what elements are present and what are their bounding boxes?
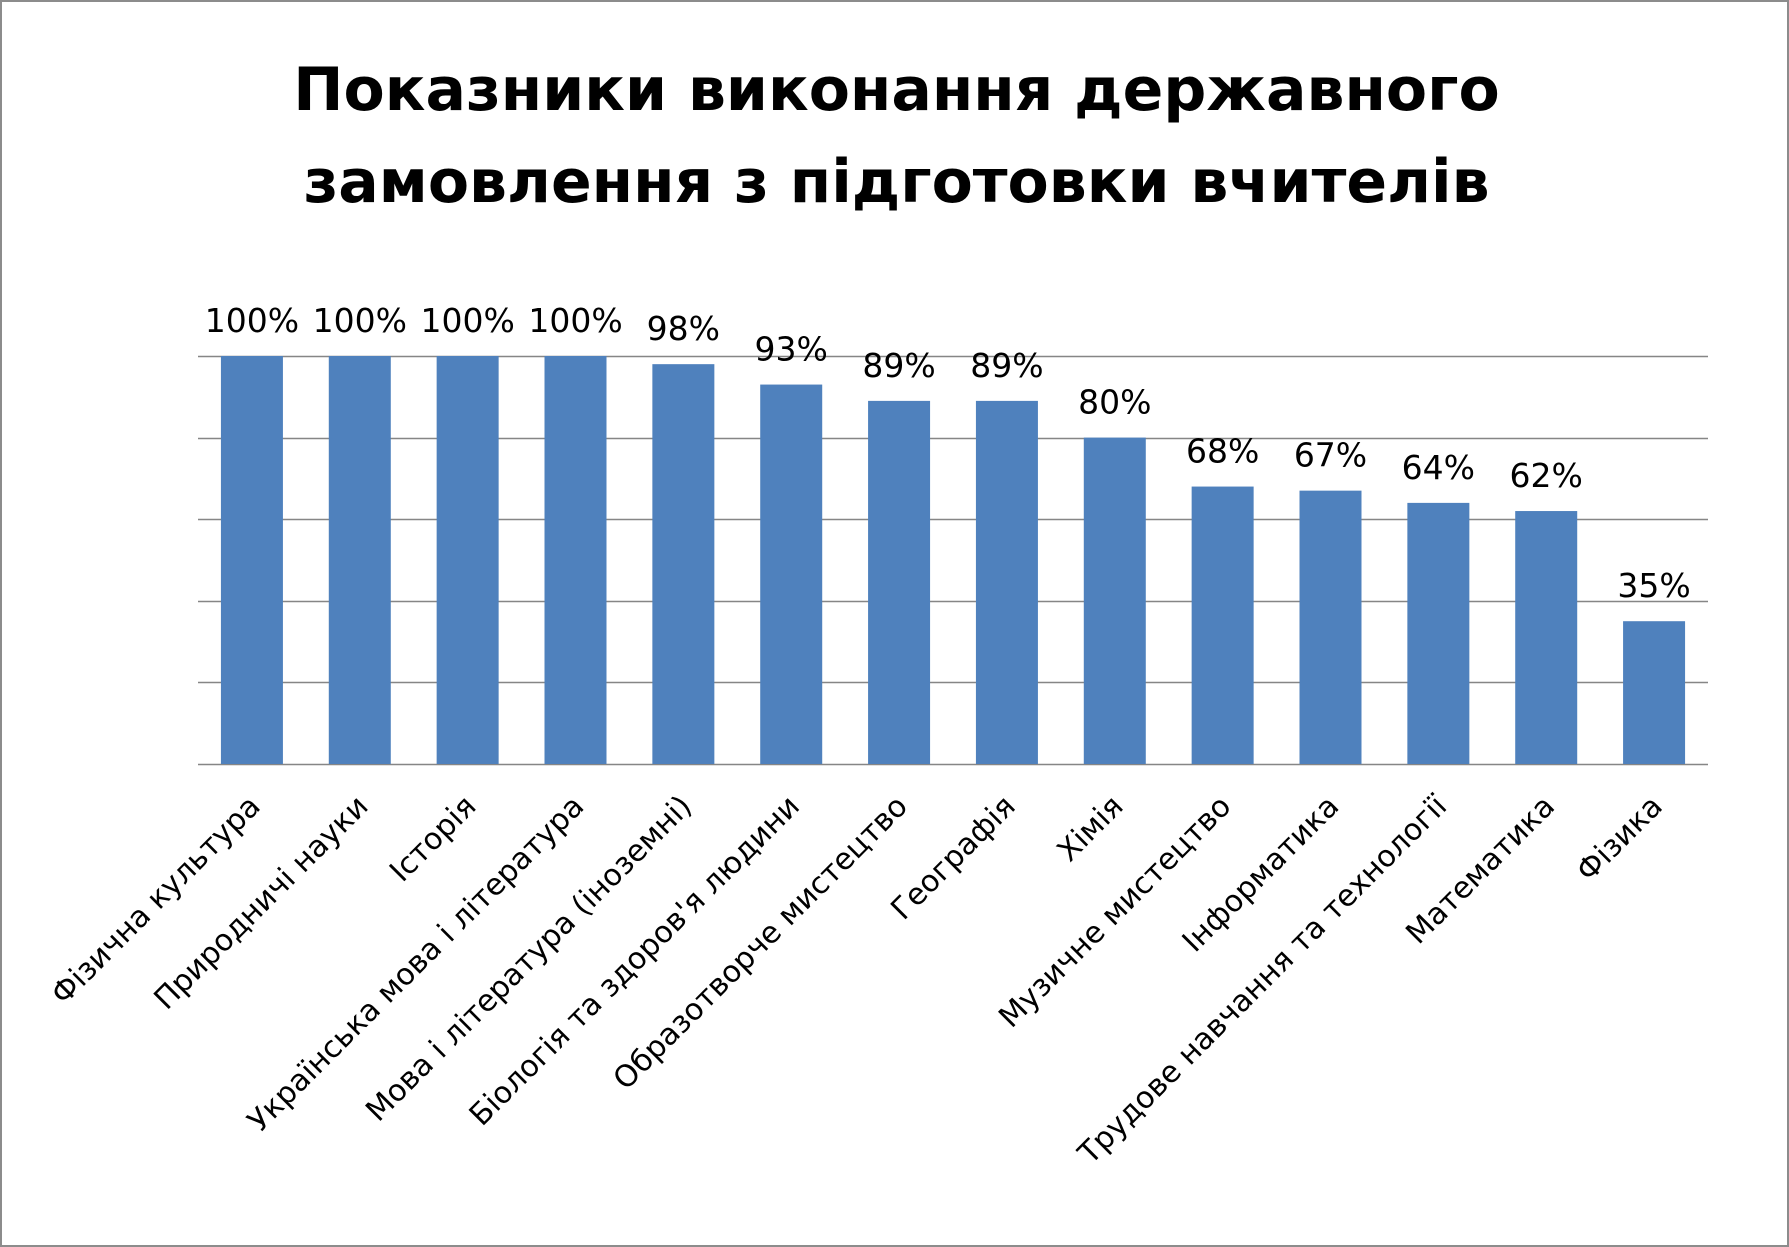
bar <box>1623 621 1686 764</box>
bar <box>1515 511 1578 764</box>
bar <box>328 356 391 764</box>
data-label: 100% <box>420 301 514 340</box>
bar <box>544 356 607 764</box>
bar <box>1083 437 1146 764</box>
category-label: Фізика <box>1570 789 1670 889</box>
chart-title-line-2: замовлення з підготовки вчителів <box>303 147 1490 217</box>
data-label: 100% <box>205 301 299 340</box>
category-label: Фізична культура <box>45 789 268 1012</box>
category-label: Трудове навчання та технології <box>1071 788 1454 1171</box>
bar <box>220 356 283 764</box>
data-label: 35% <box>1617 566 1690 605</box>
data-label: 100% <box>528 301 622 340</box>
data-label: 67% <box>1294 436 1367 475</box>
bar <box>1407 502 1470 764</box>
data-label: 80% <box>1078 383 1151 422</box>
bars <box>220 356 1686 764</box>
bar <box>760 384 823 764</box>
bar <box>868 400 931 764</box>
data-label: 89% <box>862 346 935 385</box>
data-label: 64% <box>1402 448 1475 487</box>
chart-title-line-1: Показники виконання державного <box>293 55 1500 125</box>
data-label: 89% <box>970 346 1043 385</box>
data-label: 100% <box>313 301 407 340</box>
bar <box>436 356 499 764</box>
bar <box>975 400 1038 764</box>
chart-title: Показники виконання державного замовленн… <box>2 44 1789 228</box>
bar <box>1299 490 1362 764</box>
data-label: 93% <box>755 330 828 369</box>
data-label: 98% <box>647 309 720 348</box>
category-label: Хімія <box>1051 789 1131 869</box>
category-label: Історія <box>383 789 483 889</box>
category-label: Природничі науки <box>148 789 376 1017</box>
data-label: 62% <box>1510 456 1583 495</box>
bar <box>652 364 715 764</box>
data-label: 68% <box>1186 432 1259 471</box>
data-labels: 100% 100% 100% 100% 98% 93% 89% 89% 80% 68% 67% 64%… <box>205 301 1691 605</box>
gridlines <box>198 355 1708 766</box>
bar <box>1191 486 1254 764</box>
